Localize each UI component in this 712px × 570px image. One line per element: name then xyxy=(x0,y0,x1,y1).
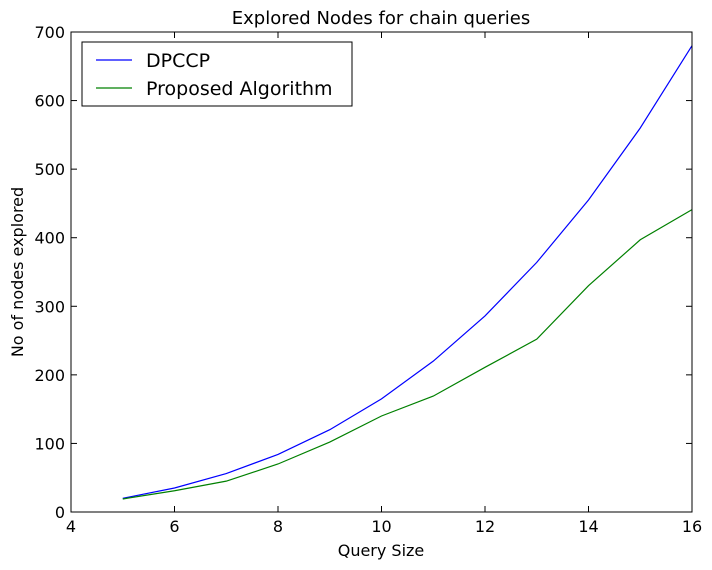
legend: DPCCP Proposed Algorithm xyxy=(81,41,353,107)
series-line-1 xyxy=(122,45,693,499)
x-axis: 4 6 8 10 12 14 16 xyxy=(66,32,702,536)
legend-label-2: Proposed Algorithm xyxy=(146,78,333,100)
y-tick-label: 500 xyxy=(34,160,65,179)
y-tick-label: 400 xyxy=(34,229,65,248)
y-axis-title: No of nodes explored xyxy=(8,187,27,357)
y-tick-label: 600 xyxy=(34,92,65,111)
x-tick-label: 16 xyxy=(682,517,702,536)
x-tick-label: 14 xyxy=(578,517,598,536)
y-tick-label: 100 xyxy=(34,434,65,453)
y-axis: 0 100 200 300 400 500 600 700 xyxy=(34,23,692,522)
plot-lines xyxy=(122,45,693,500)
x-tick-label: 12 xyxy=(475,517,495,536)
series-line-2 xyxy=(122,209,693,500)
y-tick-label: 300 xyxy=(34,297,65,316)
x-tick-label: 8 xyxy=(273,517,283,536)
x-tick-label: 10 xyxy=(371,517,391,536)
y-tick-label: 700 xyxy=(34,23,65,42)
legend-box xyxy=(81,41,353,107)
y-tick-label: 0 xyxy=(55,503,65,522)
x-tick-label: 4 xyxy=(66,517,76,536)
chart-title: Explored Nodes for chain queries xyxy=(232,8,530,29)
x-tick-label: 6 xyxy=(169,517,179,536)
legend-label-1: DPCCP xyxy=(146,50,210,72)
x-axis-title: Query Size xyxy=(338,541,425,560)
y-tick-label: 200 xyxy=(34,366,65,385)
